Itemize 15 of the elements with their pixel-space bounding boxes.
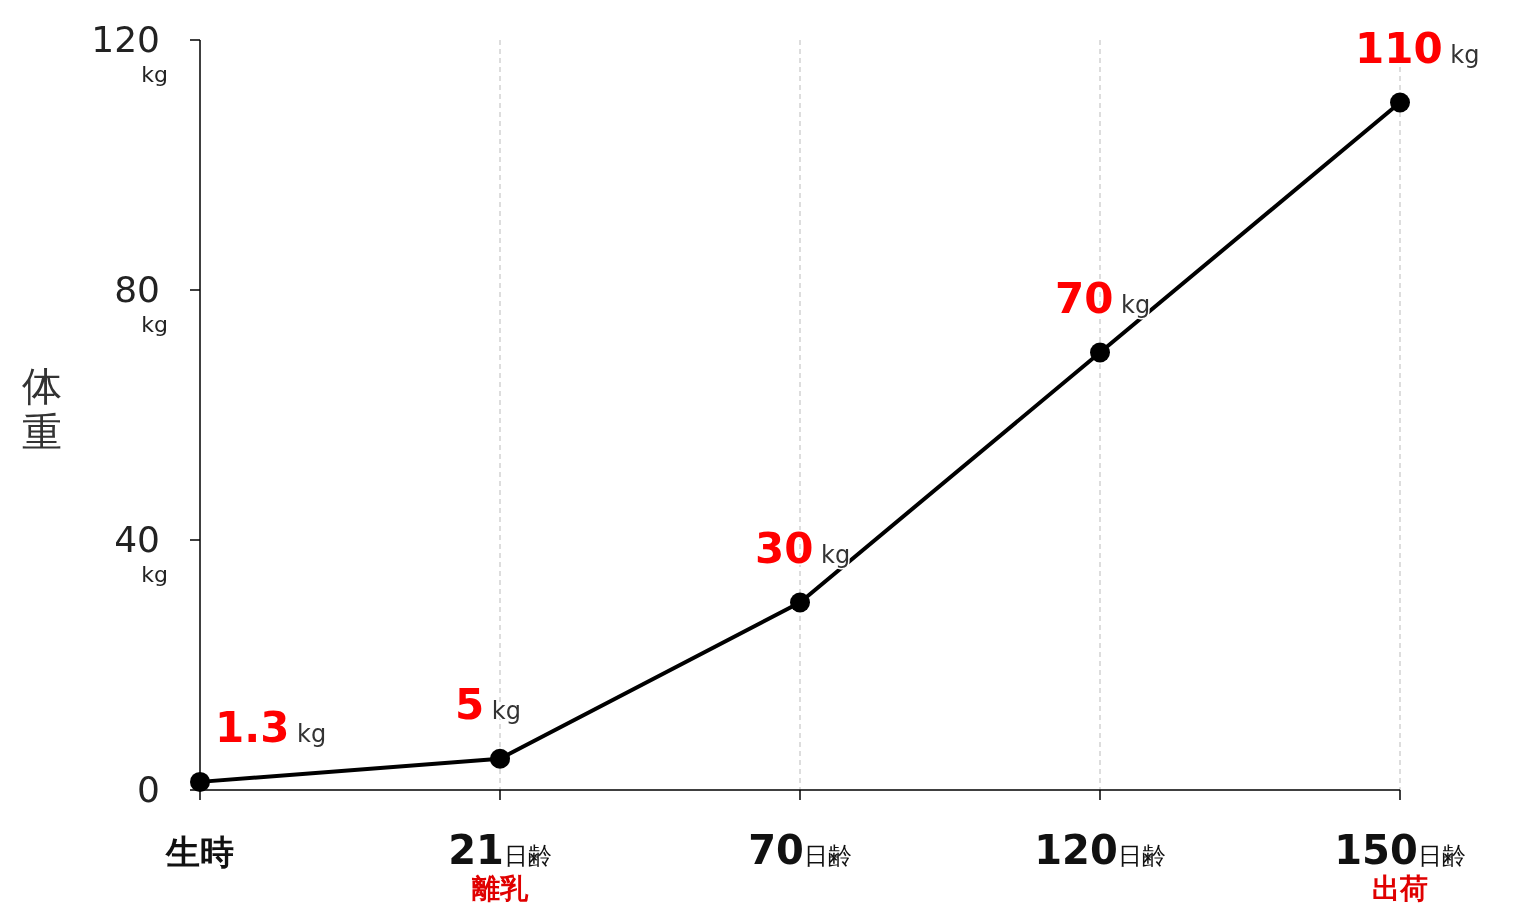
text: 1.3 kg [215,702,327,752]
x-tick-label: 120日齢 [1034,827,1166,873]
text: 110 kg [1355,23,1480,73]
text: 70 kg [1055,273,1151,323]
x-tick-label: 21日齢離乳 [448,827,552,905]
text: 30 kg [755,523,851,573]
y-axis-title: 体重 [22,363,62,455]
y-tick-label: 40kg [114,519,168,587]
y-tick-label: 120kg [91,19,168,87]
y-tick-label: 80kg [114,269,168,337]
y-tick-label: 0 [137,769,160,810]
text: 5 kg [455,679,521,729]
x-tick-label: 70日齢 [748,827,852,873]
x-tick-label: 150日齢出荷 [1334,827,1466,905]
x-tick-label: 生時 [165,832,234,872]
